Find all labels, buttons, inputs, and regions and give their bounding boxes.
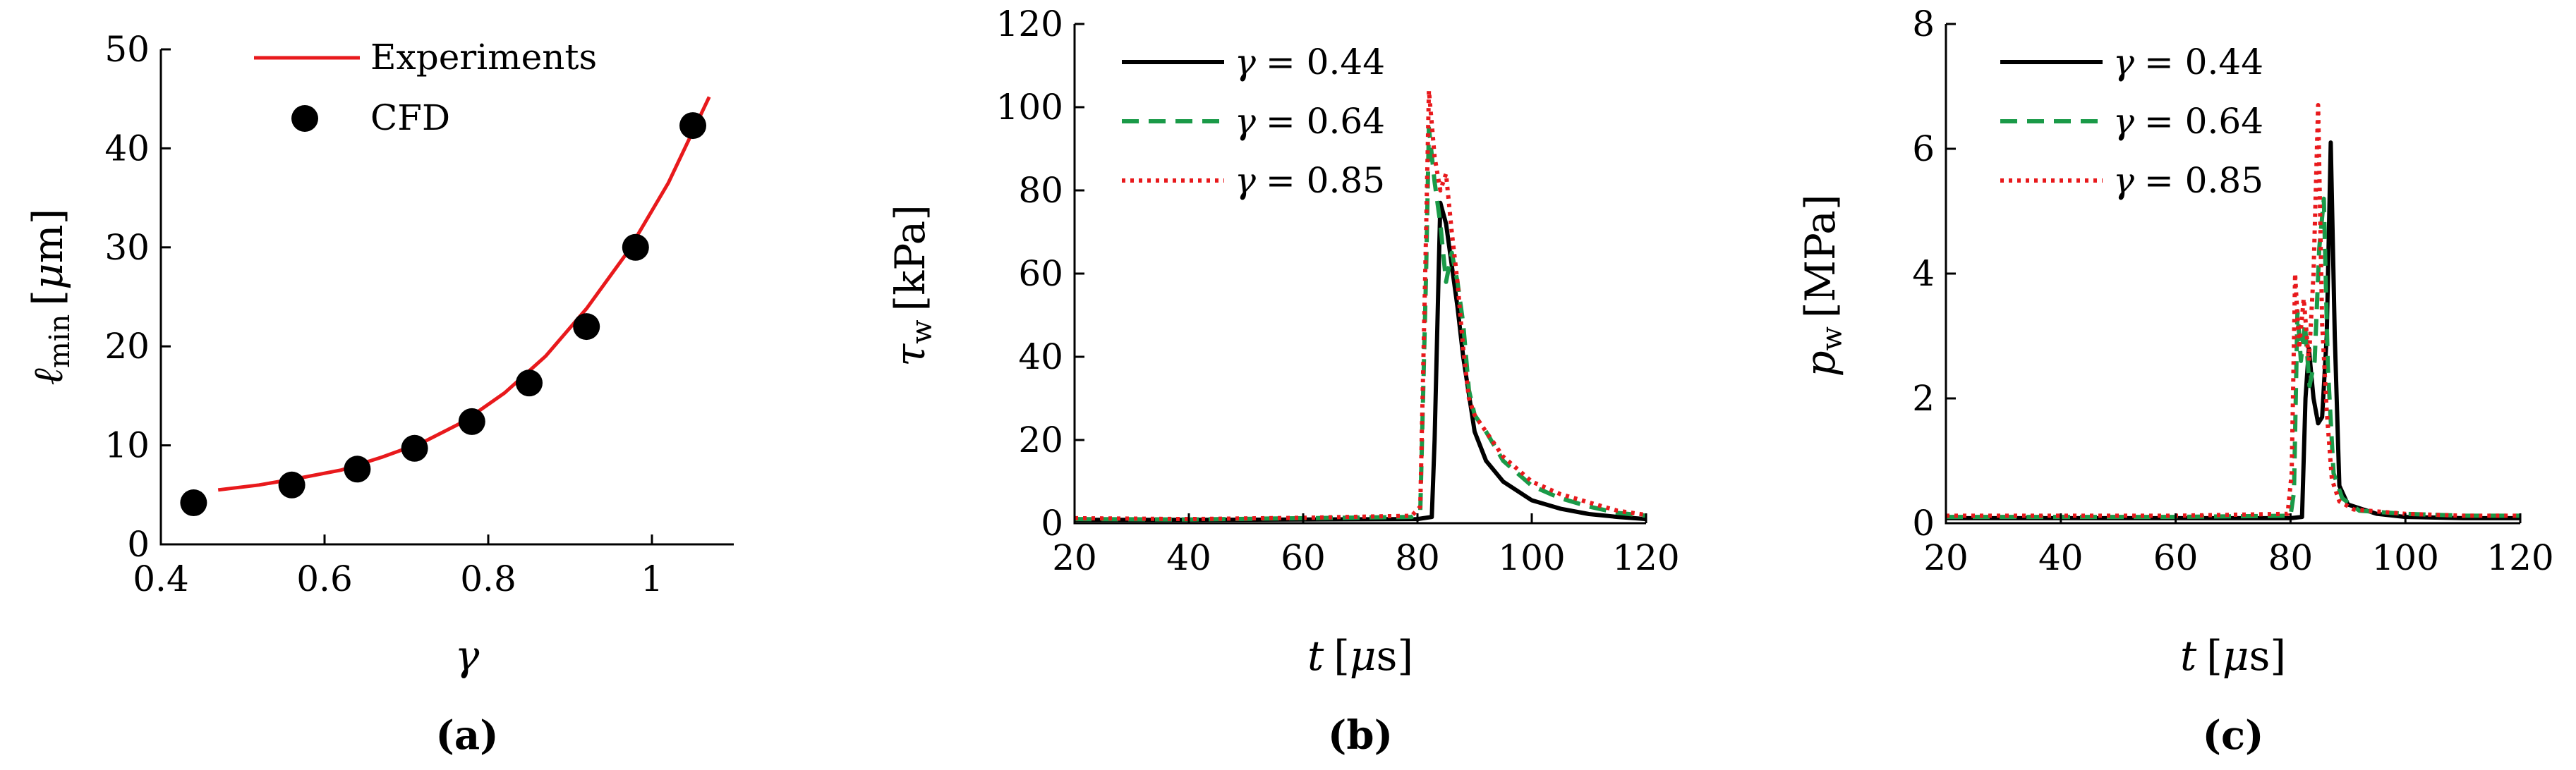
legend-cfd-label: CFD	[370, 97, 450, 138]
panel-a-cfd-point	[679, 112, 706, 140]
panel-a-xtick-label: 0.6	[296, 558, 353, 599]
legend-experiments-label: Experiments	[370, 37, 597, 78]
panel-c-ytick-label: 2	[1912, 378, 1935, 419]
panel-a-ytick-label: 10	[104, 425, 150, 466]
panel-c-series-line-1-0-64	[1946, 196, 2520, 520]
panel-b-xlabel: t [μs]	[1307, 632, 1413, 680]
panel-a-cfd-point	[180, 489, 207, 517]
panel-c-xtick-label: 100	[2371, 537, 2438, 578]
panel-b-axes	[1073, 24, 1646, 525]
panel-b-legend: γ = 0.44 γ = 0.64 γ = 0.85	[1122, 42, 1385, 201]
panel-a-cfd-point	[622, 233, 649, 261]
panel-c-xtick-label: 60	[2153, 537, 2199, 578]
legend-c-085-label: γ = 0.85	[2113, 160, 2263, 201]
panel-a-cfd-point	[516, 369, 543, 397]
panel-a-ytick-label: 0	[127, 524, 150, 565]
panel-c-axes	[1945, 24, 2520, 525]
panel-a-marks	[180, 96, 711, 517]
panel-b-xtick-label: 120	[1612, 537, 1679, 578]
panel-c-ticks: 20 40 60 80 100 120 0 2 4 6 8	[1912, 4, 2554, 578]
panel-b-ylabel: τw[kPa]	[886, 204, 938, 367]
panel-c-xtick-label: 20	[1923, 537, 1969, 578]
panel-a-xtick-label: 1	[641, 558, 663, 599]
panel-a-ylabel: ℓmin[μm]	[24, 209, 76, 386]
panel-b-ytick-label: 40	[1018, 336, 1063, 377]
panel-c-xtick-label: 40	[2038, 537, 2084, 578]
panel-c-ytick-label: 6	[1912, 128, 1935, 169]
panel-b-xtick-label: 40	[1166, 537, 1211, 578]
legend-b-085-label: γ = 0.85	[1235, 160, 1385, 201]
panel-c-xtick-label: 120	[2486, 537, 2553, 578]
panel-b-series-line-2-0-85	[1074, 88, 1647, 522]
panel-c-label: (c)	[2202, 712, 2263, 759]
legend-cfd-marker	[291, 105, 318, 132]
panel-a-xtick-label: 0.4	[133, 558, 189, 599]
panel-b-xtick-label: 60	[1281, 537, 1326, 578]
panel-b-ytick-label: 80	[1018, 170, 1063, 211]
panel-b-xtick-label: 80	[1395, 537, 1440, 578]
panel-c-ytick-label: 8	[1912, 4, 1935, 44]
panel-c-xtick-label: 80	[2268, 537, 2314, 578]
legend-c-044-label: γ = 0.44	[2113, 42, 2263, 82]
panel-c-chart: 20 40 60 80 100 120 0 2 4 6 8 pw[MPa] t [μs] (c) γ =…	[1796, 4, 2554, 759]
legend-c-064-label: γ = 0.64	[2113, 101, 2263, 142]
legend-b-064-label: γ = 0.64	[1235, 101, 1385, 142]
panel-b-ytick-label: 120	[996, 4, 1063, 44]
panel-a-xtick-label: 0.8	[460, 558, 516, 599]
panel-a-cfd-point	[278, 471, 306, 499]
panel-b-ytick-label: 20	[1018, 420, 1063, 460]
panel-b-series-line-1-0-64	[1074, 126, 1647, 522]
panel-a-cfd-point	[344, 456, 371, 483]
panel-b-xtick-label: 100	[1498, 537, 1565, 578]
panel-a-cfd-point	[401, 434, 428, 462]
panel-b-ytick-label: 100	[996, 87, 1063, 128]
panel-a-ytick-label: 30	[104, 227, 150, 268]
panel-b-label: (b)	[1328, 712, 1393, 759]
panel-a-ytick-label: 20	[104, 326, 150, 367]
panel-c-series-line-2-0-85	[1946, 103, 2520, 518]
panel-a-xlabel: γ	[455, 632, 480, 680]
panel-b-series-line-0-0-44	[1075, 200, 1647, 522]
panel-a-ytick-label: 40	[104, 128, 150, 169]
panel-a-label: (a)	[435, 712, 498, 759]
panel-c-legend: γ = 0.44 γ = 0.64 γ = 0.85	[2000, 42, 2263, 201]
panel-b-ytick-label: 0	[1041, 503, 1063, 544]
panel-c-ylabel: pw[MPa]	[1796, 194, 1849, 377]
panel-a-legend: Experiments CFD	[254, 37, 597, 138]
panel-b-ytick-label: 60	[1018, 253, 1063, 294]
panel-b-marks	[1074, 88, 1647, 522]
panel-c-xlabel: t [μs]	[2180, 632, 2286, 680]
panel-a-ytick-label: 50	[104, 29, 150, 70]
panel-c-ytick-label: 4	[1912, 253, 1935, 294]
panel-a-cfd-point	[573, 313, 600, 341]
panel-b-xtick-label: 20	[1052, 537, 1097, 578]
panel-a-cfd-point	[458, 408, 485, 435]
legend-b-044-label: γ = 0.44	[1235, 42, 1385, 82]
panel-c-ytick-label: 0	[1912, 503, 1935, 544]
